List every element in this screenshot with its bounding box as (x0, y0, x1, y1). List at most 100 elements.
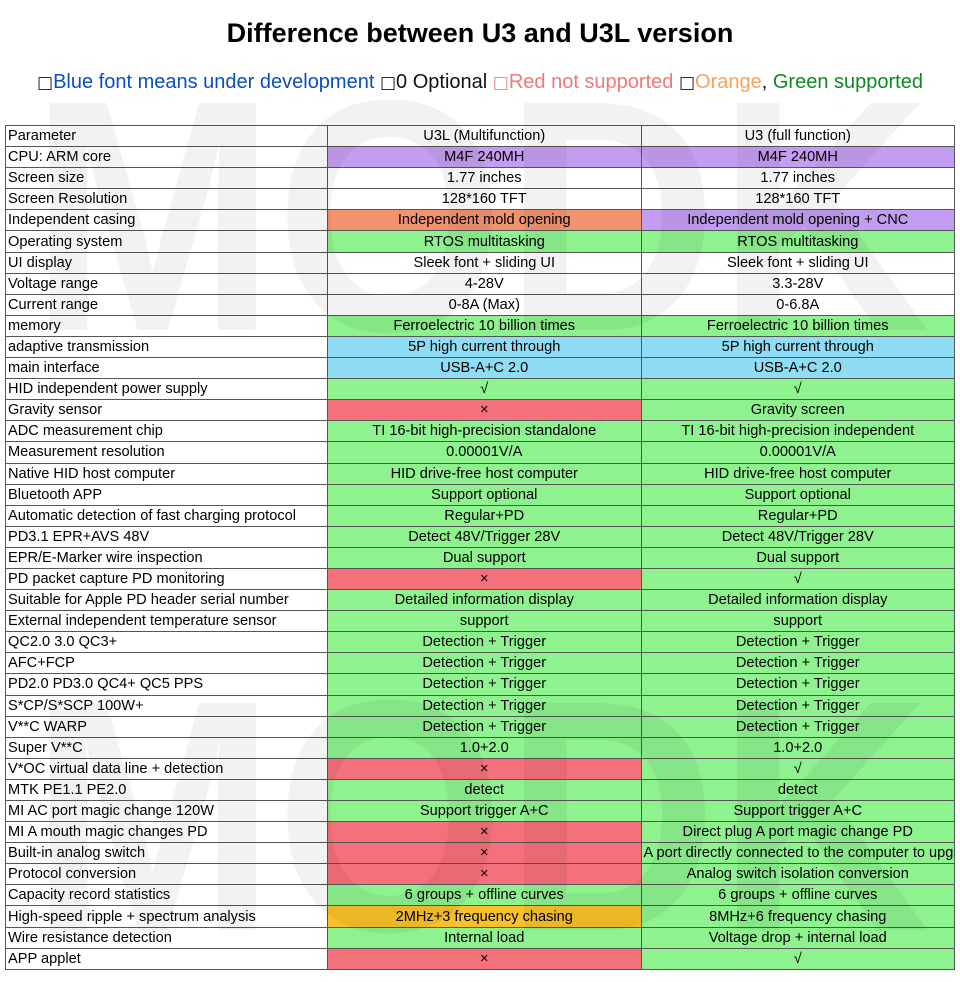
table-row: AFC+FCP Detection + Trigger Detection + Tr… (5, 652, 955, 675)
table-row: High-speed ripple + spectrum analysis 2MH… (5, 905, 955, 928)
cell-u3-value: √ (640, 947, 955, 970)
cell-parameter: MTK PE1.1 PE2.0 (5, 778, 328, 802)
cell-u3l-value: Detection + Trigger (327, 694, 642, 717)
cell-u3-value: RTOS multitasking (640, 230, 955, 253)
cell-u3l-value: Internal load (327, 926, 642, 949)
cell-u3l-value: √ (327, 378, 642, 401)
cell-u3l-value: Sleek font + sliding UI (327, 251, 642, 274)
cell-u3-value: Sleek font + sliding UI (640, 251, 955, 274)
table-row: Operating system RTOS multitasking RTOS mu… (5, 230, 955, 253)
cell-u3-value: √ (640, 757, 955, 780)
cell-u3l-value: Detection + Trigger (327, 673, 642, 696)
cell-u3l-value: support (327, 610, 642, 633)
cell-u3-value: √ (640, 378, 955, 401)
cell-parameter: Suitable for Apple PD header serial numb… (5, 589, 328, 612)
cell-u3l-value: 6 groups + offline curves (327, 884, 642, 907)
cell-u3-value: Support optional (640, 483, 955, 506)
cell-u3l-value: Detailed information display (327, 589, 642, 612)
table-row: MI AC port magic change 120W Support trig… (5, 799, 955, 823)
table-row: adaptive transmission 5P high current thr… (5, 335, 955, 359)
cell-u3-value: 5P high current through (640, 335, 955, 359)
legend-green-text: Green supported (772, 71, 923, 93)
cell-u3l-value: 128*160 TFT (327, 188, 642, 211)
cell-parameter: External independent temperature sensor (5, 610, 328, 633)
cell-parameter: MI AC port magic change 120W (5, 799, 328, 823)
cell-parameter: ADC measurement chip (5, 420, 328, 443)
cell-parameter: MI A mouth magic changes PD (5, 821, 328, 844)
cell-parameter: Wire resistance detection (5, 926, 328, 949)
cell-u3l-value: Independent mold opening (327, 209, 642, 232)
header-u3l: U3L (Multifunction) (327, 124, 642, 148)
cell-parameter: EPR/E-Marker wire inspection (5, 546, 328, 569)
table-row: Screen Resolution 128*160 TFT 128*160 TFT (5, 188, 955, 211)
cell-u3l-value: × (327, 863, 642, 886)
table-row: APP applet × √ (5, 947, 955, 970)
cell-parameter: Protocol conversion (5, 863, 328, 886)
table-row: Built-in analog switch × A port directly c… (5, 842, 955, 865)
cell-u3-value: Detailed information display (640, 589, 955, 612)
cell-u3-value: TI 16-bit high-precision independent (640, 420, 955, 443)
cell-u3-value: Detection + Trigger (640, 673, 955, 696)
cell-u3-value: Direct plug A port magic change PD (640, 821, 955, 844)
legend-blue-text: Blue font means under development (53, 71, 375, 93)
cell-parameter: memory (5, 314, 328, 337)
table-row: Bluetooth APP Support optional Support opt… (5, 483, 955, 506)
cell-u3-value: HID drive-free host computer (640, 462, 955, 485)
comparison-table-container: Parameter U3L (Multifunction) U3 (full f… (5, 124, 955, 970)
legend-box: □ (379, 73, 397, 93)
table-header-row: Parameter U3L (Multifunction) U3 (full f… (5, 124, 955, 148)
table-row: External independent temperature sensor s… (5, 610, 955, 633)
cell-parameter: S*CP/S*SCP 100W+ (5, 694, 328, 717)
cell-u3-value: Dual support (640, 546, 955, 569)
cell-u3l-value: Support optional (327, 483, 642, 506)
cell-u3-value: support (640, 610, 955, 633)
cell-u3-value: Detection + Trigger (640, 715, 955, 738)
cell-parameter: Operating system (5, 230, 328, 253)
cell-parameter: QC2.0 3.0 QC3+ (5, 631, 328, 654)
table-row: MI A mouth magic changes PD × Direct plug … (5, 821, 955, 844)
cell-parameter: PD2.0 PD3.0 QC4+ QC5 PPS (5, 673, 328, 696)
cell-u3l-value: × (327, 842, 642, 865)
table-row: HID independent power supply √ √ (5, 378, 955, 401)
cell-u3-value: USB-A+C 2.0 (640, 357, 955, 380)
cell-u3l-value: Detection + Trigger (327, 715, 642, 738)
cell-u3l-value: USB-A+C 2.0 (327, 357, 642, 380)
cell-u3-value: 1.0+2.0 (640, 736, 955, 759)
cell-u3-value: √ (640, 567, 955, 591)
table-row: Wire resistance detection Internal load Vo… (5, 926, 955, 949)
cell-u3l-value: Detection + Trigger (327, 652, 642, 675)
table-row: Super V**C 1.0+2.0 1.0+2.0 (5, 736, 955, 759)
cell-u3-value: Independent mold opening + CNC (640, 209, 955, 232)
cell-u3-value: Support trigger A+C (640, 799, 955, 823)
cell-u3-value: 128*160 TFT (640, 188, 955, 211)
cell-u3-value: detect (640, 778, 955, 802)
table-row: Automatic detection of fast charging pro… (5, 504, 955, 527)
cell-u3l-value: detect (327, 778, 642, 802)
cell-parameter: Super V**C (5, 736, 328, 759)
cell-parameter: V*OC virtual data line + detection (5, 757, 328, 780)
cell-u3l-value: 4-28V (327, 272, 642, 295)
table-row: QC2.0 3.0 QC3+ Detection + Trigger Detecti… (5, 631, 955, 654)
cell-u3l-value: Detection + Trigger (327, 631, 642, 654)
legend-optional-text: 0 Optional (396, 71, 488, 93)
cell-u3l-value: M4F 240MH (327, 146, 642, 169)
cell-parameter: CPU: ARM core (5, 146, 328, 169)
cell-u3-value: Detect 48V/Trigger 28V (640, 525, 955, 548)
cell-parameter: UI display (5, 251, 328, 274)
table-row: V*OC virtual data line + detection × √ (5, 757, 955, 780)
table-row: Current range 0-8A (Max) 0-6.8A (5, 293, 955, 316)
header-parameter: Parameter (5, 124, 328, 148)
cell-u3l-value: × (327, 947, 642, 970)
cell-u3-value: Gravity screen (640, 399, 955, 422)
cell-u3l-value: 0.00001V/A (327, 441, 642, 464)
cell-parameter: APP applet (5, 947, 328, 970)
table-row: memory Ferroelectric 10 billion times Ferr… (5, 314, 955, 337)
cell-u3l-value: RTOS multitasking (327, 230, 642, 253)
cell-parameter: V**C WARP (5, 715, 328, 738)
cell-parameter: Gravity sensor (5, 399, 328, 422)
legend-box: □ (492, 73, 509, 93)
cell-u3-value: M4F 240MH (640, 146, 955, 169)
table-row: V**C WARP Detection + Trigger Detection + … (5, 715, 955, 738)
table-row: Capacity record statistics 6 groups + off… (5, 884, 955, 907)
table-row: Measurement resolution 0.00001V/A 0.00001V… (5, 441, 955, 464)
